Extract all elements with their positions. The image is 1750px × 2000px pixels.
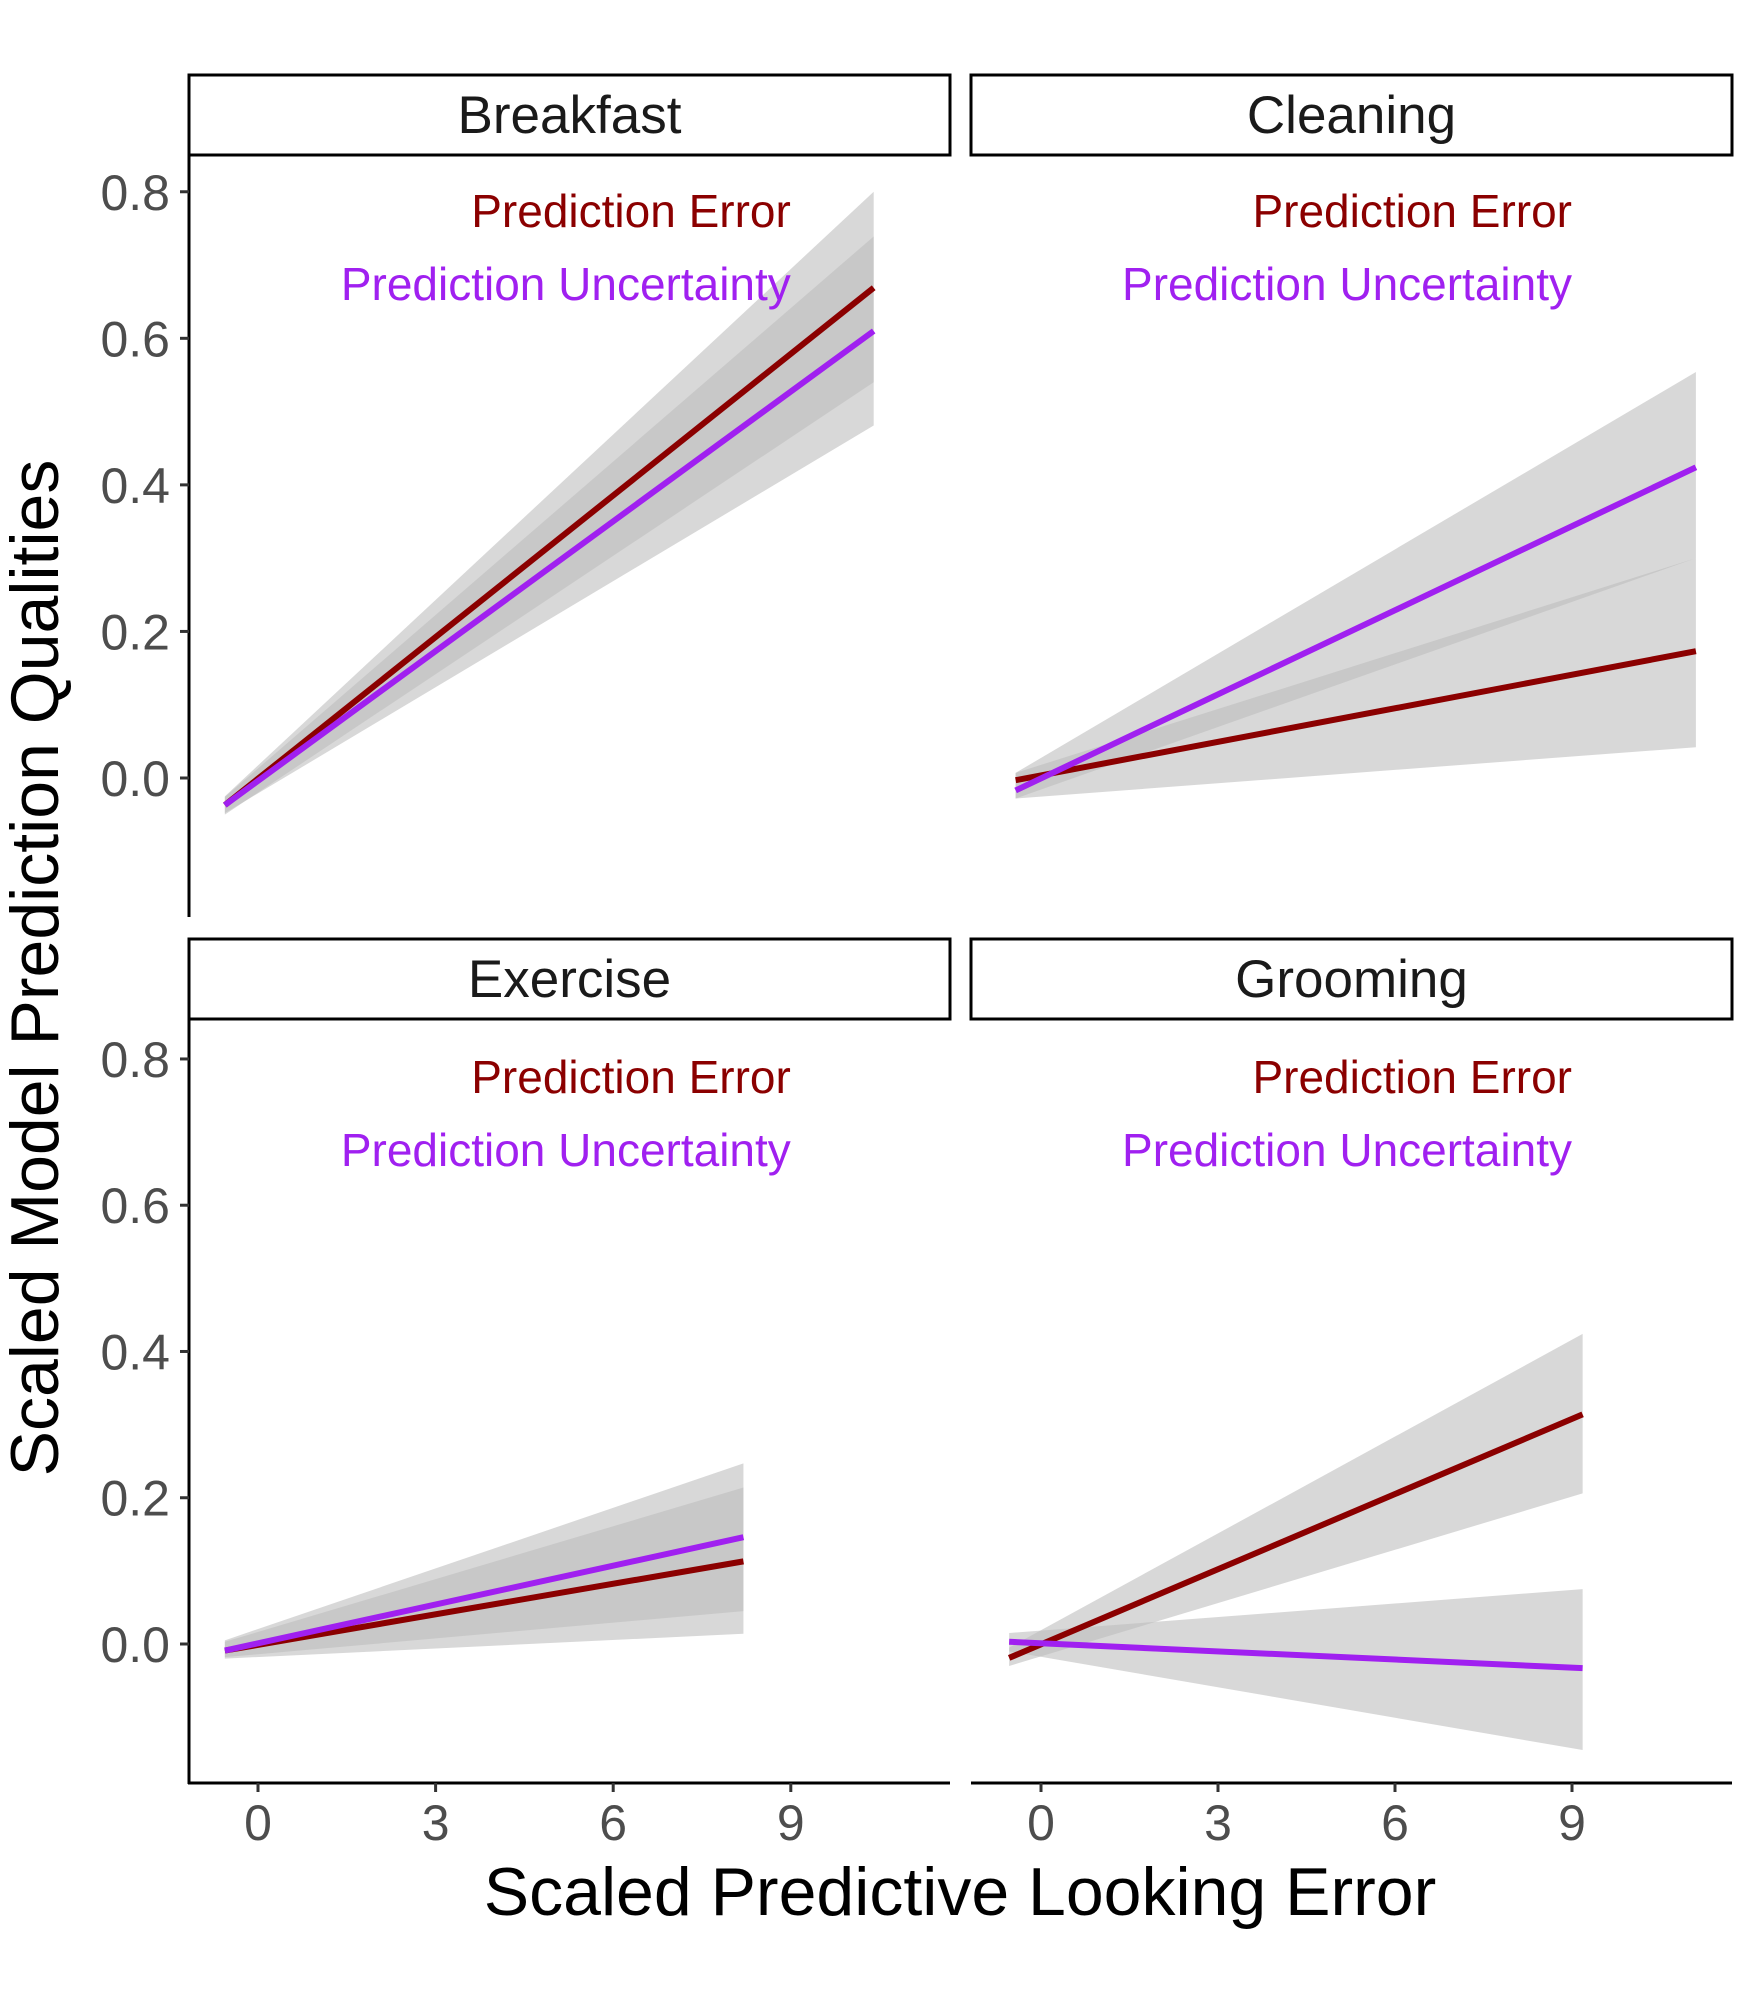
fit-line-prediction-error [224, 1558, 744, 1654]
annotation-prediction-uncertainty: Prediction Uncertainty [1122, 258, 1572, 310]
x-tick-label: 3 [1204, 1795, 1232, 1851]
y-tick-label: 0.0 [100, 1617, 170, 1673]
fit-line-prediction-error [1007, 1411, 1584, 1661]
y-tick-label: 0.6 [100, 1178, 170, 1234]
ci-ribbon-prediction-uncertainty [1009, 1589, 1583, 1751]
x-tick-label: 0 [1027, 1795, 1055, 1851]
strip-label: Cleaning [1247, 86, 1456, 145]
x-axis-title: Scaled Predictive Looking Error [484, 1854, 1436, 1930]
annotation-prediction-error: Prediction Error [471, 1051, 791, 1103]
strip-breakfast: Breakfast [187, 73, 952, 157]
strip-box [969, 937, 1734, 1021]
ci-ribbon-prediction-uncertainty [224, 236, 874, 814]
x-tick-label: 3 [422, 1795, 450, 1851]
panel-breakfast: Prediction Error Prediction Uncertainty [222, 185, 876, 815]
strip-box [187, 937, 952, 1021]
fit-line-prediction-uncertainty [223, 328, 876, 808]
x-tick-label: 0 [244, 1795, 272, 1851]
y-tick-label: 0.8 [100, 1032, 170, 1088]
x-tick-label: 6 [599, 1795, 627, 1851]
fit-line-prediction-uncertainty [1014, 464, 1698, 794]
fit-line-prediction-error [222, 285, 876, 808]
panel-exercise: Prediction Error Prediction Uncertainty [224, 1051, 791, 1659]
ci-ribbon-prediction-uncertainty [224, 1463, 744, 1658]
y-tick-label: 0.2 [100, 604, 170, 660]
annotation-prediction-error: Prediction Error [1252, 185, 1572, 237]
annotation-prediction-error: Prediction Error [1252, 1051, 1572, 1103]
y-tick-label: 0.0 [100, 751, 170, 807]
annotation-prediction-error: Prediction Error [471, 185, 791, 237]
strip-box [187, 73, 952, 157]
ci-ribbon-prediction-error [1009, 1333, 1583, 1666]
strip-label: Breakfast [458, 86, 682, 145]
fit-line-prediction-uncertainty [224, 1534, 745, 1654]
panel-grooming: Prediction Error Prediction Uncertainty [1007, 1051, 1584, 1751]
y-tick-label: 0.4 [100, 1324, 170, 1380]
x-tick-label: 6 [1381, 1795, 1409, 1851]
panel-cleaning: Prediction Error Prediction Uncertainty [1014, 185, 1698, 799]
y-tick-label: 0.4 [100, 458, 170, 514]
strip-box [969, 73, 1734, 157]
y-tick-label: 0.8 [100, 165, 170, 221]
strip-grooming: Grooming [969, 937, 1734, 1021]
annotation-prediction-uncertainty: Prediction Uncertainty [341, 1124, 791, 1176]
annotation-prediction-uncertainty: Prediction Uncertainty [1122, 1124, 1572, 1176]
x-axis-ticks: 0 3 6 9 0 3 6 9 [244, 1783, 1586, 1851]
strip-label: Grooming [1235, 950, 1468, 1009]
ci-ribbon-prediction-uncertainty [1015, 372, 1696, 799]
strip-label: Exercise [468, 950, 671, 1009]
x-tick-label: 9 [777, 1795, 805, 1851]
fit-line-prediction-error [1015, 648, 1697, 784]
y-axis-ticks: 0.0 0.2 0.4 0.6 0.8 0.0 0.2 0.4 0.6 0.8 [100, 165, 189, 1673]
annotation-prediction-uncertainty: Prediction Uncertainty [341, 258, 791, 310]
x-tick-label: 9 [1558, 1795, 1586, 1851]
fit-line-prediction-uncertainty [1009, 1638, 1583, 1672]
strip-exercise: Exercise [187, 937, 952, 1021]
y-tick-label: 0.2 [100, 1471, 170, 1527]
y-tick-label: 0.6 [100, 311, 170, 367]
strip-cleaning: Cleaning [969, 73, 1734, 157]
y-axis-title: Scaled Model Prediction Qualities [0, 460, 73, 1477]
